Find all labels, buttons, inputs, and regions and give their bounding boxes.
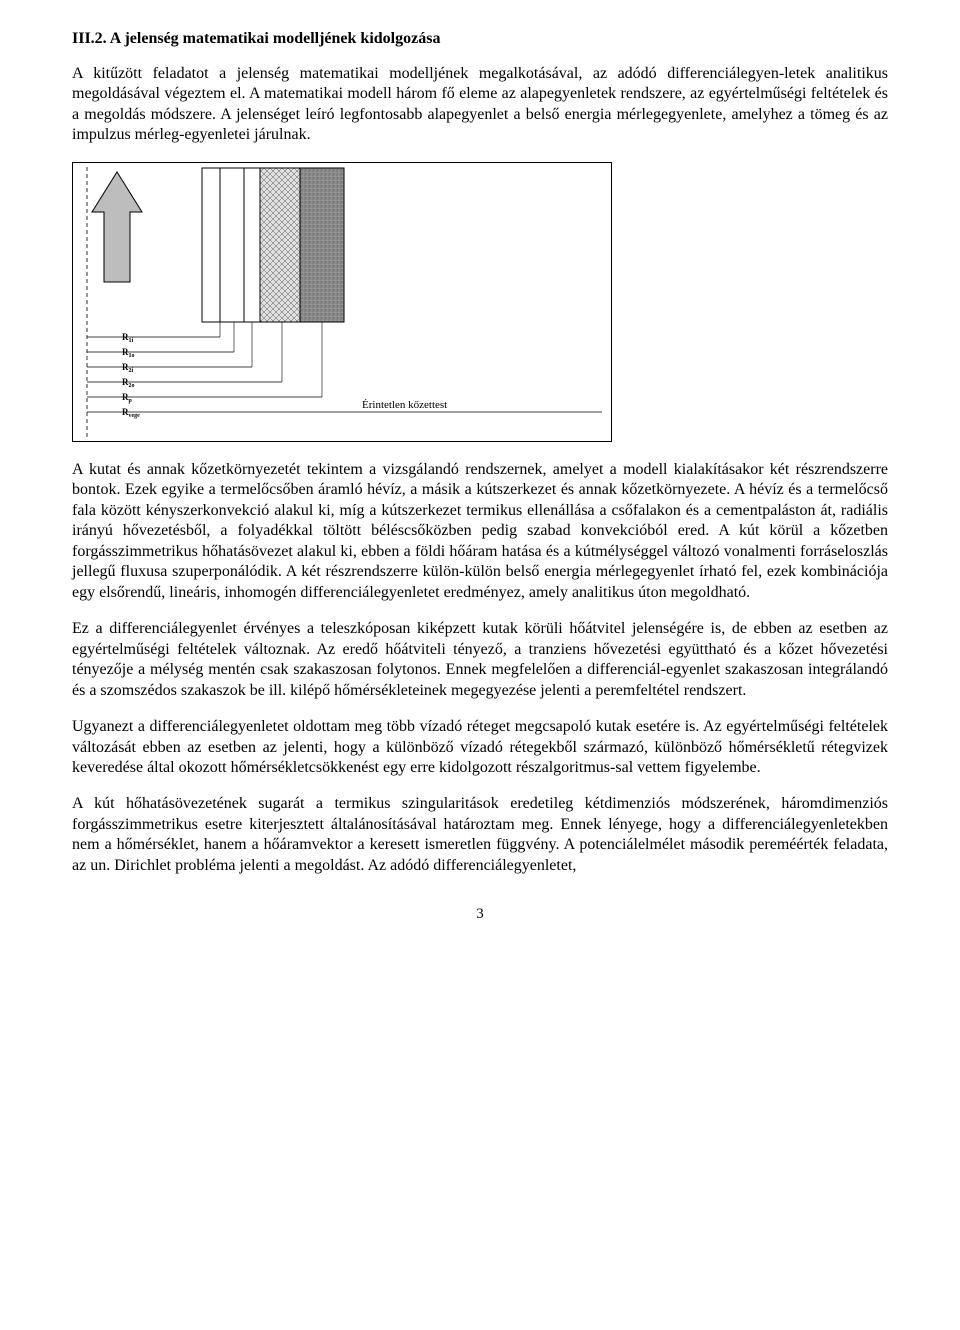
flow-arrow-icon [92, 172, 142, 282]
paragraph-3: Ez a differenciálegyenlet érvényes a tel… [72, 619, 888, 701]
label-rp: Rp [122, 392, 133, 404]
section-heading: III.2. A jelenség matematikai modelljéne… [72, 30, 888, 48]
label-r1i: R1i [122, 332, 134, 344]
paragraph-4: Ugyanezt a differenciálegyenletet oldott… [72, 717, 888, 778]
label-r2o: R2o [122, 377, 135, 389]
page-number: 3 [72, 906, 888, 923]
paragraph-1: A kitűzött feladatot a jelenség matemati… [72, 64, 888, 146]
paragraph-5: A kút hőhatásövezetének sugarát a termik… [72, 794, 888, 876]
well-cross-section-figure: R1i R1o R2i R2o Rp Rvege Érintetlen kőze… [72, 162, 612, 442]
label-r2i: R2i [122, 362, 134, 374]
label-r1o: R1o [122, 347, 135, 359]
paragraph-2: A kutat és annak kőzetkörnyezetét tekint… [72, 460, 888, 603]
label-rvege: Rvege [122, 407, 140, 419]
figure-caption: Érintetlen kőzettest [362, 399, 447, 411]
